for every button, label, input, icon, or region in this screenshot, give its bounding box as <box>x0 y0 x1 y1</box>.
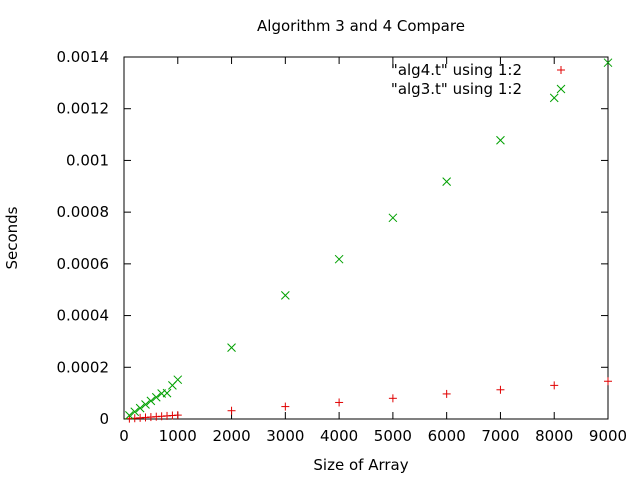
x-tick-label: 9000 <box>589 427 627 445</box>
y-tick-label: 0.001 <box>66 151 109 169</box>
y-tick-label: 0.0008 <box>57 203 110 221</box>
data-point <box>135 403 145 413</box>
data-point <box>280 291 290 300</box>
data-point <box>281 402 290 411</box>
data-point <box>125 411 134 420</box>
data-point <box>173 411 182 420</box>
legend-marker <box>556 84 566 94</box>
data-point <box>162 388 172 398</box>
x-tick-label: 4000 <box>320 427 358 445</box>
data-point <box>550 381 559 390</box>
plot-frame <box>123 56 609 420</box>
data-point <box>146 396 156 406</box>
data-point <box>334 254 344 264</box>
y-tick-label: 0.0006 <box>57 255 110 273</box>
x-tick-label: 0 <box>119 427 129 445</box>
y-tick-label: 0.0002 <box>57 358 110 376</box>
data-point <box>227 406 236 415</box>
data-marks <box>125 58 613 423</box>
data-point <box>335 398 344 407</box>
legend-marker <box>557 66 565 74</box>
data-point <box>496 385 505 394</box>
data-point <box>442 177 452 186</box>
y-axis-label: Seconds <box>3 206 21 269</box>
x-tick-label: 8000 <box>535 427 573 445</box>
x-tick-label: 5000 <box>374 427 412 445</box>
x-tick-label: 1000 <box>159 427 197 445</box>
x-tick-label: 7000 <box>481 427 519 445</box>
data-point <box>442 389 451 398</box>
legend-label: "alg4.t" using 1:2 <box>391 61 522 79</box>
data-point <box>549 93 559 103</box>
legend: "alg4.t" using 1:2"alg3.t" using 1:2 <box>391 61 566 98</box>
y-tick-label: 0.0012 <box>57 100 110 118</box>
x-tick-label: 2000 <box>212 427 250 445</box>
data-point <box>141 400 150 409</box>
axis-ticks: 0 1000 2000 3000 4000 5000 6000 7000 8000 9000 0 0.… <box>57 48 628 445</box>
y-tick-label: 0.0014 <box>57 48 110 66</box>
legend-label: "alg3.t" using 1:2 <box>391 80 522 98</box>
data-point <box>227 343 236 352</box>
data-point <box>388 394 397 403</box>
data-point <box>388 213 398 223</box>
chart-title: Algorithm 3 and 4 Compare <box>257 17 465 35</box>
data-point <box>603 58 613 68</box>
data-point <box>604 377 612 386</box>
data-point <box>173 375 183 385</box>
data-point <box>130 407 140 417</box>
data-point <box>496 135 505 145</box>
x-tick-label: 6000 <box>428 427 466 445</box>
x-axis-label: Size of Array <box>313 456 408 474</box>
data-point <box>151 392 161 402</box>
y-tick-label: 0.0004 <box>57 307 110 325</box>
y-tick-label: 0 <box>99 410 109 428</box>
x-tick-label: 3000 <box>266 427 304 445</box>
